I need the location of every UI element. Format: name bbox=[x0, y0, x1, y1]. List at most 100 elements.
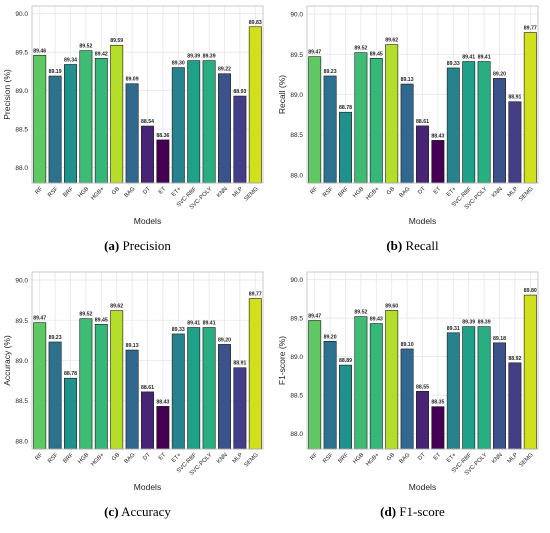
bar-value-label: 89.52 bbox=[79, 44, 92, 50]
bar bbox=[493, 342, 506, 450]
bar bbox=[79, 318, 93, 450]
accuracy-chart: 88.0 88.5 89.0 89.5 90.0 89.47 89.23 88.78 89.52… bbox=[2, 271, 264, 492]
bar-value-label: 88.61 bbox=[141, 385, 154, 391]
bar-value-label: 89.41 bbox=[187, 321, 200, 327]
x-tick-label: MLP bbox=[507, 452, 520, 465]
bar-value-label: 89.39 bbox=[462, 320, 475, 326]
bar-value-label: 89.34 bbox=[64, 57, 77, 63]
bar-value-label: 89.39 bbox=[187, 54, 200, 60]
caption-text: Precision bbox=[122, 238, 171, 253]
bar bbox=[33, 322, 47, 450]
bar bbox=[79, 50, 93, 184]
y-tick-label: 88.0 bbox=[290, 172, 303, 179]
bar bbox=[308, 320, 322, 450]
bar-value-label: 89.10 bbox=[401, 342, 414, 348]
bar-value-label: 89.46 bbox=[33, 48, 46, 54]
bar bbox=[508, 362, 522, 450]
x-tick-label: MLP bbox=[232, 186, 245, 199]
bar-value-label: 88.43 bbox=[431, 133, 444, 139]
bar bbox=[94, 323, 108, 450]
bar-value-label: 89.62 bbox=[385, 38, 398, 44]
x-tick-label: RF bbox=[34, 452, 44, 462]
bar-value-label: 89.47 bbox=[308, 313, 321, 319]
x-tick-label: ET bbox=[433, 186, 443, 196]
bar-value-label: 89.83 bbox=[249, 20, 262, 26]
x-tick-label: KNN bbox=[491, 186, 504, 199]
x-tick-label: ET bbox=[433, 452, 443, 462]
bar bbox=[385, 310, 399, 450]
caption-text: F1-score bbox=[399, 504, 445, 519]
bar-value-label: 89.43 bbox=[370, 317, 383, 323]
x-tick-label: GB bbox=[111, 186, 121, 196]
x-tick-label: DT bbox=[417, 186, 427, 196]
bar bbox=[477, 326, 491, 450]
bar bbox=[323, 75, 337, 184]
bar-value-label: 88.91 bbox=[233, 361, 246, 367]
bar-value-label: 88.78 bbox=[64, 371, 77, 377]
caption-text: Accuracy bbox=[121, 504, 171, 519]
bar bbox=[171, 333, 185, 450]
bar-value-label: 89.41 bbox=[462, 55, 475, 61]
bar bbox=[64, 64, 77, 184]
x-tick-label: SEMG bbox=[518, 452, 535, 469]
x-axis-title: Models bbox=[134, 482, 161, 492]
y-axis-title: Accuracy (%) bbox=[2, 335, 12, 386]
bar-value-label: 88.78 bbox=[339, 105, 352, 111]
y-tick-label: 88.5 bbox=[15, 127, 28, 134]
x-tick-label: SEMG bbox=[518, 186, 535, 203]
bar bbox=[141, 391, 154, 450]
x-tick-label: ET bbox=[158, 186, 168, 196]
bar bbox=[110, 310, 124, 450]
bar-value-label: 89.42 bbox=[95, 51, 108, 57]
y-tick-label: 90.0 bbox=[290, 277, 303, 284]
x-axis-title: Models bbox=[409, 216, 436, 226]
x-tick-label: DT bbox=[417, 452, 427, 462]
bar bbox=[508, 101, 522, 184]
bar-value-label: 89.39 bbox=[203, 54, 216, 60]
bar-value-label: 89.20 bbox=[324, 334, 337, 340]
y-tick-label: 90.0 bbox=[15, 278, 28, 285]
y-tick-label: 89.5 bbox=[290, 316, 303, 323]
bar-value-label: 89.18 bbox=[493, 336, 506, 342]
bar bbox=[187, 327, 201, 450]
x-tick-label: GB bbox=[111, 452, 121, 462]
caption-letter: (d) bbox=[380, 504, 397, 519]
bar bbox=[523, 32, 537, 184]
caption-f1-score: (d) F1-score bbox=[275, 504, 550, 520]
caption-text: Recall bbox=[405, 238, 439, 253]
bar bbox=[171, 67, 185, 184]
bar-value-label: 88.89 bbox=[339, 358, 352, 364]
bar-value-label: 89.33 bbox=[447, 61, 460, 67]
bar bbox=[202, 60, 216, 184]
bar-value-label: 89.77 bbox=[524, 26, 537, 32]
bar bbox=[493, 78, 506, 184]
panel-accuracy: 88.0 88.5 89.0 89.5 90.0 89.47 89.23 88.78 89.52… bbox=[0, 266, 275, 532]
x-tick-label: BAG bbox=[124, 452, 137, 465]
bar bbox=[416, 390, 429, 450]
bar bbox=[400, 83, 414, 184]
recall-chart: 88.0 88.5 89.0 89.5 90.0 89.47 89.23 88.78 89.52… bbox=[277, 5, 539, 226]
y-tick-label: 88.0 bbox=[15, 165, 28, 172]
y-tick-label: 89.0 bbox=[15, 358, 28, 365]
x-axis-title: Models bbox=[409, 482, 436, 492]
bar bbox=[64, 377, 77, 450]
x-tick-label: RF bbox=[34, 186, 44, 196]
x-tick-label: BRF bbox=[62, 452, 75, 465]
x-tick-label: DT bbox=[142, 186, 152, 196]
y-tick-label: 88.5 bbox=[15, 398, 28, 405]
bar-value-label: 88.61 bbox=[416, 119, 429, 125]
x-tick-label: RSF bbox=[322, 452, 335, 465]
bar bbox=[462, 61, 476, 184]
plot-frame bbox=[31, 271, 264, 450]
caption-letter: (b) bbox=[386, 238, 403, 253]
bar-value-label: 89.77 bbox=[249, 292, 262, 298]
y-tick-label: 89.0 bbox=[290, 92, 303, 99]
plot-frame bbox=[306, 5, 539, 184]
x-tick-label: HGB+ bbox=[365, 186, 381, 202]
bar-value-label: 89.45 bbox=[370, 51, 383, 57]
bar-value-label: 89.20 bbox=[218, 337, 231, 343]
panel-precision: 88.0 88.5 89.0 89.5 90.0 89.46 89.19 89.34 89.52… bbox=[0, 0, 275, 266]
bar-value-label: 89.31 bbox=[447, 326, 460, 332]
x-tick-label: BAG bbox=[399, 186, 412, 199]
bar-value-label: 89.60 bbox=[385, 303, 398, 309]
